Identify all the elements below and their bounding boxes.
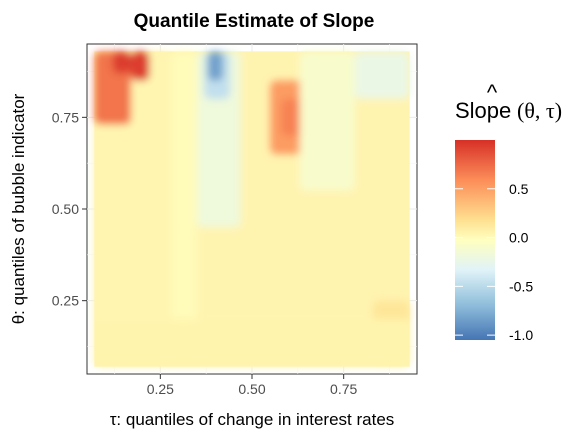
- y-tick-label: 0.50: [52, 201, 79, 217]
- heatmap-region: [354, 51, 410, 99]
- legend-tick-label: -1.0: [509, 327, 533, 343]
- legend-title-main: Slope: [455, 98, 511, 123]
- x-axis-label: τ: quantiles of change in interest rates: [110, 410, 395, 429]
- heatmap-region: [171, 51, 197, 367]
- y-axis: 0.25 0.50 0.75: [52, 109, 87, 309]
- heatmap-region: [94, 51, 172, 367]
- x-tick-label: 0.25: [147, 381, 174, 397]
- heatmap-region: [299, 51, 355, 191]
- legend-title-args: (θ, τ): [517, 98, 562, 123]
- heatmap-region: [112, 51, 131, 74]
- legend: ^ Slope (θ, τ) 0.5 0.0 -0.5 -1.0: [455, 80, 562, 343]
- heatmap-surface: [94, 51, 410, 367]
- heatmap-region: [208, 51, 223, 81]
- x-tick-label: 0.75: [330, 381, 357, 397]
- legend-title-hat: ^: [487, 80, 498, 105]
- legend-tick-label: 0.5: [509, 181, 529, 197]
- y-tick-label: 0.75: [52, 109, 79, 125]
- y-axis-label: θ: quantiles of bubble indicator: [9, 93, 28, 324]
- heatmap-region: [281, 99, 304, 136]
- y-tick-label: 0.25: [52, 293, 79, 309]
- heatmap-region: [94, 319, 410, 367]
- heatmap-region: [131, 51, 150, 81]
- legend-tick-label: 0.0: [509, 230, 529, 246]
- legend-tick-label: -0.5: [509, 278, 533, 294]
- legend-colorbar: [455, 140, 495, 340]
- x-tick-label: 0.50: [238, 381, 265, 397]
- chart-title: Quantile Estimate of Slope: [134, 11, 375, 32]
- x-axis: 0.25 0.50 0.75: [147, 374, 358, 397]
